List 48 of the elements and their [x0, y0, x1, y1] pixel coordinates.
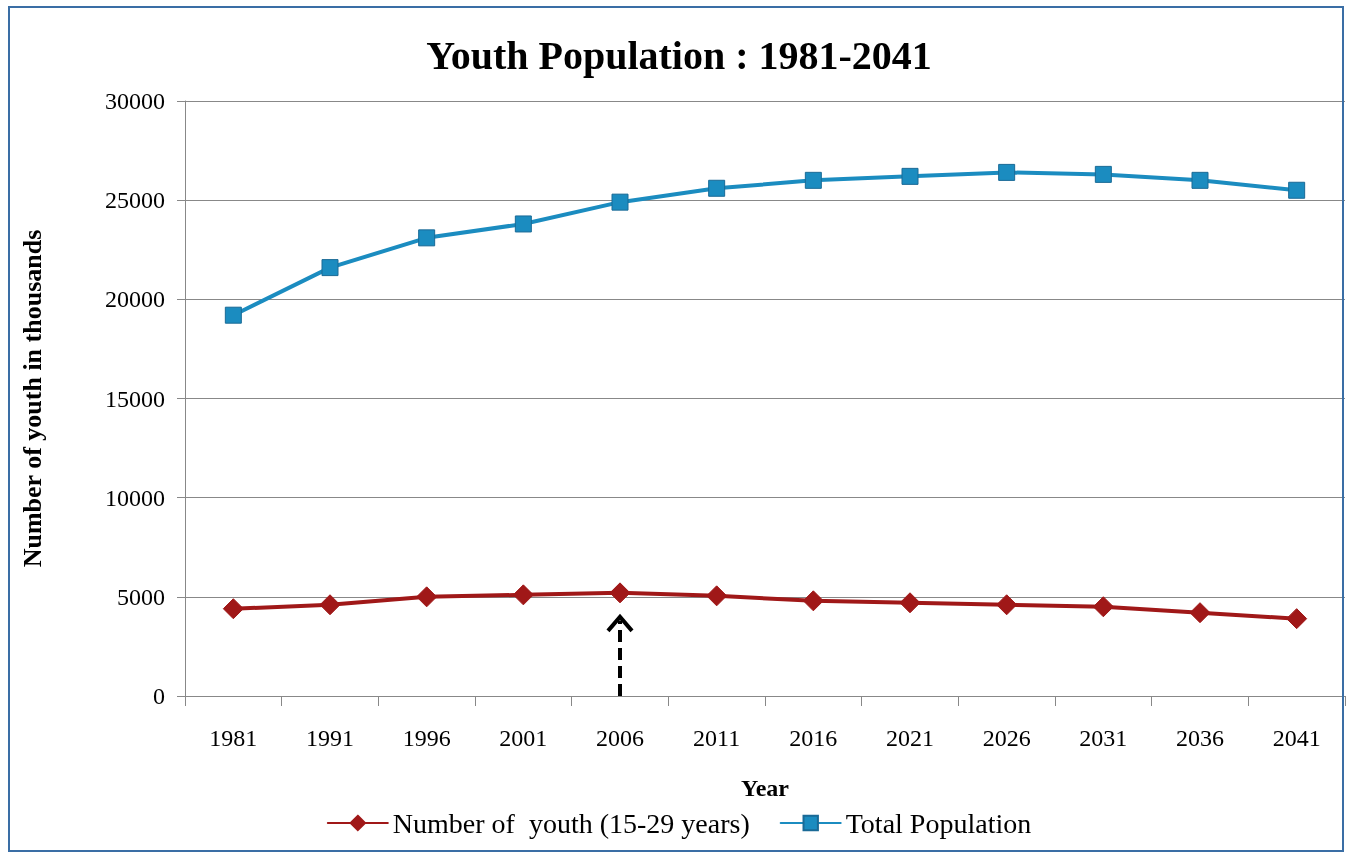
x-tick-label: 2036: [1176, 725, 1224, 751]
point: [319, 594, 341, 616]
x-tick-label: 2021: [886, 725, 934, 751]
point: [708, 179, 726, 197]
x-axis-title: Year: [741, 775, 790, 801]
point: [1191, 171, 1209, 189]
point: [514, 215, 532, 233]
point: [899, 592, 921, 614]
y-tick-label: 30000: [105, 88, 165, 114]
y-tick-label: 20000: [105, 286, 165, 313]
point: [996, 594, 1018, 616]
point: [609, 582, 631, 604]
point: [802, 590, 824, 612]
point: [418, 229, 436, 247]
x-tick-label: 2001: [499, 725, 548, 751]
x-tick-label: 2031: [1079, 725, 1128, 751]
y-axis-title: Number of youth in thousands: [17, 229, 47, 568]
point: [416, 586, 438, 608]
x-tick-label: 2011: [693, 725, 741, 751]
y-tick-label: 5000: [117, 583, 165, 610]
y-tick-label: 25000: [105, 187, 165, 214]
x-tick-label: 2041: [1272, 725, 1321, 751]
x-tick-label: 2016: [789, 725, 838, 751]
point: [1286, 608, 1308, 630]
point: [804, 171, 822, 189]
y-tick-label: 15000: [105, 385, 165, 412]
point: [224, 306, 242, 324]
legend-label: Total Population: [845, 807, 1032, 839]
point: [998, 163, 1016, 181]
point: [512, 584, 534, 606]
point: [222, 598, 244, 620]
x-tick-label: 1991: [306, 725, 354, 751]
chart-title: Youth Population : 1981-2041: [426, 32, 932, 78]
y-tick-label: 10000: [105, 484, 165, 511]
point: [321, 259, 339, 277]
point: [901, 167, 919, 185]
y-tick-label: 0: [153, 683, 165, 709]
point: [611, 193, 629, 211]
legend-label: Number of youth (15-29 years): [392, 807, 750, 839]
point: [1092, 596, 1114, 618]
point: [706, 585, 728, 607]
point: [1189, 602, 1211, 624]
x-tick-label: 1981: [209, 725, 258, 751]
point: [1094, 165, 1112, 183]
x-tick-label: 1996: [402, 725, 451, 751]
x-tick-label: 2006: [596, 725, 644, 751]
point: [1288, 181, 1306, 199]
x-tick-label: 2026: [982, 725, 1031, 751]
